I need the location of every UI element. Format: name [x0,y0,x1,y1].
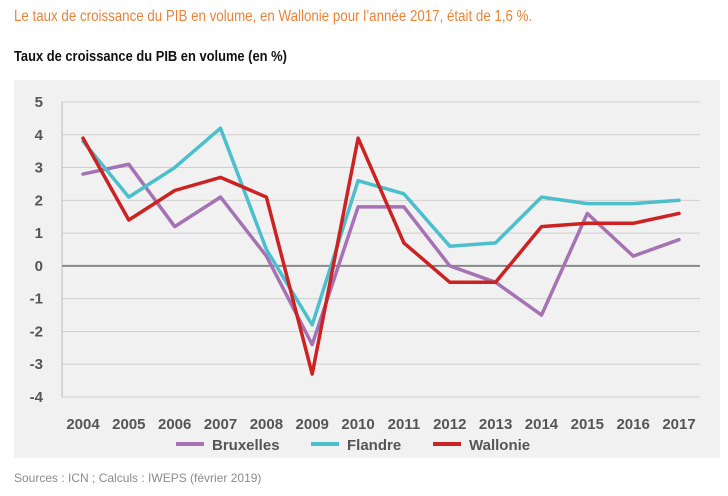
x-tick-label: 2009 [296,416,329,433]
chart-title: Taux de croissance du PIB en volume (en … [14,48,287,65]
y-tick-label: 5 [35,94,43,111]
y-tick-label: 0 [35,258,43,275]
chart-panel [14,80,720,458]
y-tick-label: -1 [30,291,43,308]
x-tick-label: 2012 [433,416,466,433]
x-tick-label: 2006 [158,416,191,433]
x-tick-label: 2013 [479,416,512,433]
legend-label: Bruxelles [212,437,280,454]
x-tick-label: 2008 [250,416,283,433]
x-tick-label: 2017 [662,416,695,433]
series-line-wallonie [81,136,681,376]
y-tick-label: 4 [35,127,44,144]
headline: Le taux de croissance du PIB en volume, … [14,8,533,25]
x-tick-label: 2007 [204,416,237,433]
source-note: Sources : ICN ; Calculs : IWEPS (février… [14,471,262,485]
x-tick-label: 2014 [525,416,559,433]
x-tick-label: 2010 [341,416,374,433]
x-tick-label: 2015 [571,416,604,433]
y-tick-label: -2 [30,323,43,340]
y-tick-label: -4 [30,389,44,406]
x-tick-label: 2016 [616,416,649,433]
x-tick-label: 2004 [66,416,100,433]
y-tick-label: 3 [35,160,43,177]
legend-label: Flandre [347,437,401,454]
y-tick-label: 1 [35,225,43,242]
series-line-bruxelles [81,162,681,347]
y-tick-label: 2 [35,192,43,209]
x-tick-label: 2011 [388,416,421,433]
legend-label: Wallonie [469,437,530,454]
x-tick-label: 2005 [112,416,145,433]
series-line-flandre [81,126,681,327]
y-tick-label: -3 [30,356,43,373]
